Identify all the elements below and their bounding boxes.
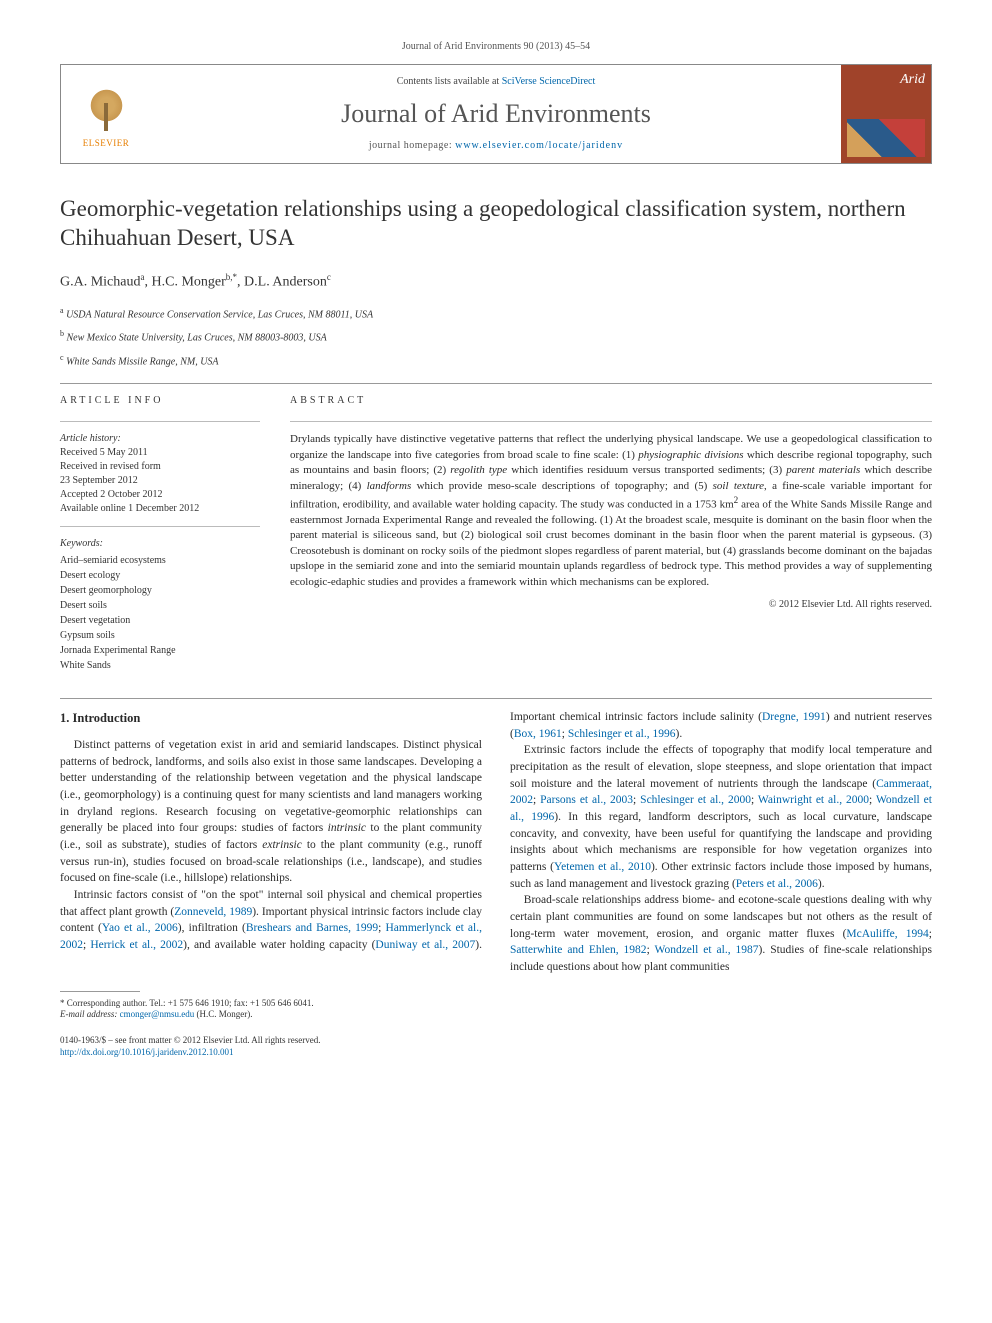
affiliation: a USDA Natural Resource Conservation Ser… <box>60 305 932 322</box>
cite-link[interactable]: Yao et al., 2006 <box>102 922 178 934</box>
rule <box>60 421 260 422</box>
text: ), infiltration ( <box>178 922 246 934</box>
keyword: Jornada Experimental Range <box>60 643 260 658</box>
abstract-copyright: © 2012 Elsevier Ltd. All rights reserved… <box>290 598 932 612</box>
rule <box>60 698 932 699</box>
homepage-prefix: journal homepage: <box>369 140 455 151</box>
cover-title: Arid <box>900 71 925 90</box>
cite-link[interactable]: Box, 1961 <box>514 728 562 740</box>
journal-header-box: ELSEVIER Contents lists available at Sci… <box>60 64 932 164</box>
history-line: Received 5 May 2011 <box>60 446 260 460</box>
keyword: Gypsum soils <box>60 628 260 643</box>
doi-link[interactable]: http://dx.doi.org/10.1016/j.jaridenv.201… <box>60 1047 234 1057</box>
cite-link[interactable]: Herrick et al., 2002 <box>90 939 183 951</box>
affiliations-block: a USDA Natural Resource Conservation Ser… <box>60 305 932 369</box>
info-abstract-row: ARTICLE INFO Article history: Received 5… <box>60 394 932 673</box>
keyword: Desert soils <box>60 598 260 613</box>
rule <box>290 421 932 422</box>
cite-link[interactable]: Schlesinger et al., 2000 <box>640 794 751 806</box>
sciencedirect-link[interactable]: SciVerse ScienceDirect <box>502 76 596 87</box>
keyword: Desert geomorphology <box>60 583 260 598</box>
homepage-line: journal homepage: www.elsevier.com/locat… <box>151 139 841 153</box>
corresponding-author-footnote: * Corresponding author. Tel.: +1 575 646… <box>60 998 932 1021</box>
rule <box>60 526 260 527</box>
elsevier-tree-icon <box>79 78 134 133</box>
footnote-line: * Corresponding author. Tel.: +1 575 646… <box>60 998 932 1010</box>
email-who: (H.C. Monger). <box>194 1009 252 1019</box>
keyword: Desert vegetation <box>60 613 260 628</box>
sep: ; <box>869 794 876 806</box>
homepage-link[interactable]: www.elsevier.com/locate/jaridenv <box>455 140 623 151</box>
publisher-name: ELSEVIER <box>83 137 130 149</box>
text: Extrinsic factors include the effects of… <box>510 744 932 789</box>
journal-reference: Journal of Arid Environments 90 (2013) 4… <box>60 40 932 54</box>
footnote-email-line: E-mail address: cmonger@nmsu.edu (H.C. M… <box>60 1009 932 1021</box>
history-label: Article history: <box>60 432 260 446</box>
footnote-rule <box>60 991 140 992</box>
keyword: Desert ecology <box>60 568 260 583</box>
keyword: White Sands <box>60 658 260 673</box>
cite-link[interactable]: Peters et al., 2006 <box>736 878 818 890</box>
article-info-col: ARTICLE INFO Article history: Received 5… <box>60 394 260 673</box>
cover-map-graphic <box>847 119 925 157</box>
article-history: Article history: Received 5 May 2011Rece… <box>60 432 260 516</box>
section-1-heading: 1. Introduction <box>60 709 482 727</box>
article-body: 1. Introduction Distinct patterns of veg… <box>60 709 932 976</box>
sep: ; <box>378 922 385 934</box>
contents-line: Contents lists available at SciVerse Sci… <box>151 75 841 89</box>
cite-link[interactable]: Wainwright et al., 2000 <box>758 794 869 806</box>
cite-link[interactable]: Dregne, 1991 <box>762 711 826 723</box>
header-center: Contents lists available at SciVerse Sci… <box>151 65 841 163</box>
article-info-head: ARTICLE INFO <box>60 394 260 412</box>
cite-link[interactable]: Breshears and Barnes, 1999 <box>246 922 378 934</box>
history-line: Received in revised form <box>60 460 260 474</box>
page-footer: 0140-1963/$ – see front matter © 2012 El… <box>60 1035 932 1058</box>
keyword-list: Arid–semiarid ecosystemsDesert ecologyDe… <box>60 553 260 673</box>
text: ). <box>818 878 825 890</box>
rule <box>60 383 932 384</box>
cite-link[interactable]: Schlesinger et al., 1996 <box>568 728 676 740</box>
cite-link[interactable]: McAuliffe, 1994 <box>846 928 928 940</box>
abstract-head: ABSTRACT <box>290 394 932 412</box>
history-line: 23 September 2012 <box>60 474 260 488</box>
keyword: Arid–semiarid ecosystems <box>60 553 260 568</box>
email-label: E-mail address: <box>60 1009 120 1019</box>
history-line: Available online 1 December 2012 <box>60 502 260 516</box>
publisher-logo-block: ELSEVIER <box>61 65 151 163</box>
cite-link[interactable]: Satterwhite and Ehlen, 1982 <box>510 944 647 956</box>
sep: ; <box>929 928 932 940</box>
cite-link[interactable]: Parsons et al., 2003 <box>540 794 633 806</box>
sep: ; <box>647 944 655 956</box>
journal-name: Journal of Arid Environments <box>151 96 841 131</box>
abstract-text: Drylands typically have distinctive vege… <box>290 432 932 590</box>
cite-link[interactable]: Zonneveld, 1989 <box>174 906 252 918</box>
contents-prefix: Contents lists available at <box>397 76 502 87</box>
cite-link[interactable]: Duniway et al., 2007 <box>375 939 475 951</box>
affiliation: b New Mexico State University, Las Cruce… <box>60 328 932 345</box>
body-para: Extrinsic factors include the effects of… <box>510 742 932 892</box>
sep: ; <box>751 794 758 806</box>
journal-cover-thumb: Arid <box>841 65 931 163</box>
footer-copyright: 0140-1963/$ – see front matter © 2012 El… <box>60 1035 932 1047</box>
article-title: Geomorphic-vegetation relationships usin… <box>60 194 932 254</box>
cite-link[interactable]: Yetemen et al., 2010 <box>554 861 651 873</box>
cite-link[interactable]: Wondzell et al., 1987 <box>655 944 759 956</box>
body-para: Broad-scale relationships address biome-… <box>510 892 932 975</box>
history-line: Accepted 2 October 2012 <box>60 488 260 502</box>
email-link[interactable]: cmonger@nmsu.edu <box>120 1009 195 1019</box>
keywords-label: Keywords: <box>60 537 260 551</box>
body-para: Distinct patterns of vegetation exist in… <box>60 737 482 887</box>
abstract-col: ABSTRACT Drylands typically have distinc… <box>290 394 932 673</box>
text: ), and available water holding capacity … <box>183 939 375 951</box>
text: ). <box>675 728 682 740</box>
affiliation: c White Sands Missile Range, NM, USA <box>60 352 932 369</box>
author-list: G.A. Michauda, H.C. Mongerb,*, D.L. Ande… <box>60 271 932 293</box>
